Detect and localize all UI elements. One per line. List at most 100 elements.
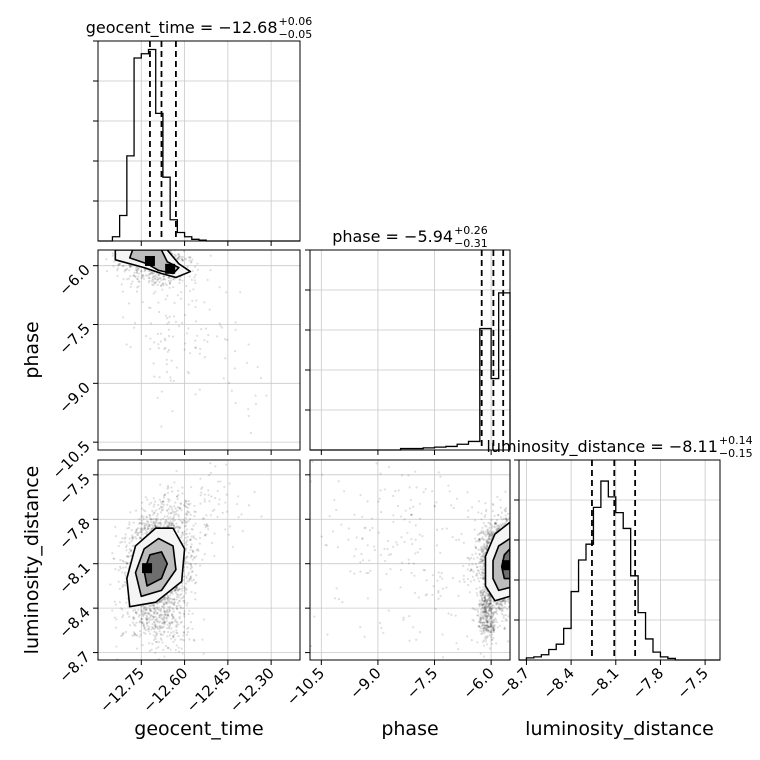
sample-point: [170, 486, 173, 489]
sample-point: [203, 534, 207, 537]
sample-point: [187, 246, 189, 248]
sample-point: [484, 588, 487, 591]
sample-point: [149, 613, 152, 617]
sample-point: [160, 506, 163, 509]
sample-point: [164, 314, 168, 317]
sample-point: [184, 516, 187, 519]
sample-point: [513, 594, 515, 596]
sample-point: [151, 278, 155, 281]
sample-point: [182, 625, 185, 628]
sample-point: [176, 509, 179, 512]
sample-point: [205, 523, 208, 526]
sample-point: [139, 242, 141, 244]
sample-point: [169, 524, 173, 527]
sample-point: [137, 285, 140, 288]
sample-point: [118, 262, 121, 265]
sample-point: [175, 595, 179, 599]
sample-point: [172, 524, 176, 527]
sample-point: [490, 612, 493, 615]
sample-point: [174, 589, 177, 592]
sample-point: [159, 609, 162, 612]
sample-point: [183, 599, 186, 603]
sample-point: [169, 591, 172, 594]
sample-point: [487, 532, 490, 535]
sample-point: [206, 525, 210, 528]
sample-point: [150, 271, 154, 275]
sample-point: [166, 515, 169, 518]
sample-point: [169, 648, 172, 651]
sample-point: [170, 627, 173, 630]
sample-point: [172, 615, 175, 618]
sample-point: [499, 602, 502, 605]
sample-point: [168, 634, 172, 637]
sample-point: [139, 530, 142, 533]
sample-point: [171, 510, 174, 513]
sample-point: [165, 617, 168, 620]
sample-point: [501, 524, 504, 527]
sample-point: [176, 632, 179, 635]
sample-point: [122, 614, 125, 617]
sample-point: [512, 557, 514, 559]
histogram-geocent_time: [98, 48, 300, 242]
sample-point: [163, 610, 166, 613]
x-tick-label: −8.7: [495, 664, 533, 702]
sample-point: [168, 281, 172, 284]
axes-frame: [97, 249, 301, 451]
sample-point: [173, 278, 176, 281]
sample-point: [178, 587, 181, 591]
sample-point: [149, 605, 152, 608]
sample-point: [174, 591, 178, 594]
sample-point: [176, 589, 180, 592]
sample-point: [158, 507, 161, 510]
sample-point: [163, 613, 166, 616]
sample-point: [189, 562, 193, 566]
sample-point: [210, 541, 214, 545]
sample-point: [486, 544, 489, 547]
sample-point: [498, 624, 502, 627]
sample-point: [167, 497, 170, 501]
sample-point: [183, 589, 187, 592]
sample-point: [176, 257, 180, 260]
sample-point: [155, 280, 158, 284]
sample-point: [493, 624, 496, 627]
sample-point: [167, 276, 170, 279]
sample-point: [154, 274, 157, 277]
sample-point: [174, 638, 177, 641]
sample-point: [148, 516, 151, 519]
sample-point: [176, 245, 178, 247]
sample-point: [498, 608, 501, 611]
sample-point: [511, 557, 513, 559]
sample-point: [192, 288, 195, 291]
sample-point: [171, 621, 174, 624]
sample-point: [180, 620, 183, 623]
sample-point: [199, 502, 202, 505]
sample-point: [170, 359, 173, 362]
sample-point: [484, 598, 488, 602]
sample-point: [165, 520, 168, 523]
sample-point: [177, 255, 181, 258]
sample-point: [141, 528, 144, 532]
sample-point: [168, 599, 171, 603]
sample-point: [179, 526, 182, 529]
sample-point: [141, 615, 145, 618]
sample-point: [129, 549, 132, 552]
sample-point: [118, 601, 122, 604]
sample-point: [517, 564, 519, 566]
sample-point: [482, 543, 486, 546]
sample-point: [185, 555, 188, 558]
sample-point: [512, 573, 514, 575]
sample-point: [146, 526, 149, 529]
sample-point: [148, 642, 151, 645]
sample-point: [203, 356, 206, 359]
sample-point: [188, 579, 191, 582]
sample-point: [171, 617, 174, 620]
sample-point: [144, 605, 147, 608]
sample-point: [204, 526, 207, 529]
sample-point: [114, 626, 118, 629]
sample-point: [488, 596, 492, 599]
sample-point: [482, 553, 486, 556]
sample-point: [152, 362, 155, 365]
sample-point: [480, 549, 483, 553]
sample-point: [117, 580, 120, 583]
